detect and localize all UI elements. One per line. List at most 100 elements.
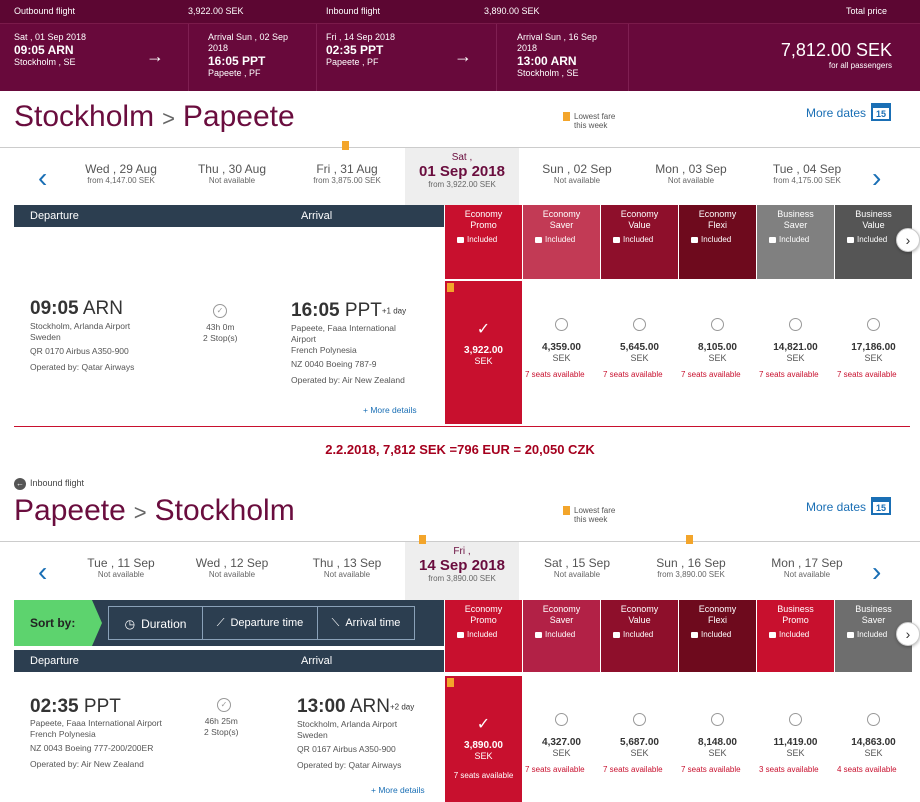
date-option[interactable]: Mon , 03 Sep Not available	[634, 148, 748, 206]
fare-column-header[interactable]: Business Saver Included	[757, 205, 834, 279]
inbound-table-header: Departure Arrival	[14, 650, 444, 672]
next-fares-button[interactable]: ›	[896, 622, 920, 646]
fare-column-header[interactable]: Business Promo Included	[757, 600, 834, 672]
check-icon: ✓	[476, 321, 491, 338]
radio-button[interactable]	[867, 318, 880, 331]
fare-option[interactable]: 5,687.00 SEK	[601, 713, 678, 758]
date-option[interactable]: Wed , 29 Aug from 4,147.00 SEK	[64, 148, 178, 206]
baggage-icon	[769, 631, 776, 638]
fare-column-header[interactable]: Economy Saver Included	[523, 205, 600, 279]
more-dates-link[interactable]: More dates	[806, 106, 867, 120]
seats-available: 7 seats available	[525, 765, 585, 774]
fare-class: Economy	[620, 209, 659, 219]
fare-class: Economy	[464, 209, 503, 219]
fare-option[interactable]: 4,359.00 SEK	[523, 318, 600, 363]
radio-button[interactable]	[711, 713, 724, 726]
fare-option[interactable]: 8,148.00 SEK	[679, 713, 756, 758]
fare-class: Business	[855, 209, 892, 219]
seats-available: 7 seats available	[525, 370, 585, 379]
radio-button[interactable]	[555, 318, 568, 331]
sort-departure-button[interactable]: ⟋ Departure time	[202, 606, 318, 640]
date-option[interactable]: Sun , 16 Sep from 3,890.00 SEK	[634, 535, 748, 600]
fare-type: Promo	[782, 615, 809, 625]
in-selected-fare[interactable]: ✓ 3,890.00 SEK 7 seats available	[445, 676, 522, 802]
fare-currency: SEK	[864, 748, 883, 758]
fare-column-header[interactable]: Economy Promo Included	[445, 205, 522, 279]
arr-country: French Polynesia	[291, 345, 357, 355]
fare-type: Flexi	[707, 615, 727, 625]
fare-option[interactable]: 14,821.00 SEK	[757, 318, 834, 363]
out-arr-date2: 2018	[208, 43, 229, 53]
date-option[interactable]: Thu , 13 Sep Not available	[290, 542, 404, 600]
more-dates-link[interactable]: More dates	[806, 500, 867, 514]
total-price: 7,812.00 SEK for all passengers	[781, 40, 892, 70]
lowest-fare-line1: Lowest fare	[574, 112, 616, 121]
date-option[interactable]: Sat , 01 Sep 2018 from 3,922.00 SEK	[405, 148, 519, 206]
next-dates-chevron-icon[interactable]: ›	[872, 162, 882, 193]
date-option[interactable]: Wed , 12 Sep Not available	[175, 542, 289, 600]
sort-arrival-button[interactable]: ⟍ Arrival time	[317, 606, 415, 640]
fare-type: Value	[628, 615, 651, 625]
date-option[interactable]: Tue , 11 Sep Not available	[64, 542, 178, 600]
route-to: Stockholm	[154, 494, 295, 527]
next-fares-button[interactable]: ›	[896, 228, 920, 252]
fare-option[interactable]: 14,863.00 SEK	[835, 713, 912, 758]
date-option[interactable]: Sun , 02 Sep Not available	[520, 148, 634, 206]
fare-column-header[interactable]: Economy Saver Included	[523, 600, 600, 672]
date-label: Sat , 15 Sep	[543, 556, 611, 570]
calendar-icon[interactable]: 15	[871, 103, 891, 121]
fare-type: Promo	[470, 615, 497, 625]
fare-type: Saver	[783, 220, 808, 230]
fare-currency: SEK	[708, 353, 727, 363]
fare-column-header[interactable]: Economy Value Included	[601, 600, 678, 672]
radio-button[interactable]	[633, 713, 646, 726]
radio-button[interactable]	[789, 318, 802, 331]
radio-button[interactable]	[711, 318, 724, 331]
fare-option[interactable]: 8,105.00 SEK	[679, 318, 756, 363]
included-label: Included	[779, 630, 810, 639]
lowest-fare-flag-icon	[447, 678, 454, 687]
date-option[interactable]: Mon , 17 Sep Not available	[750, 542, 864, 600]
fare-column-header[interactable]: Economy Flexi Included	[679, 205, 756, 279]
radio-button[interactable]	[867, 713, 880, 726]
date-option[interactable]: Fri , 14 Sep 2018 from 3,890.00 SEK	[405, 535, 519, 600]
date-option[interactable]: Tue , 04 Sep from 4,175.00 SEK	[750, 148, 864, 206]
date-label: Wed , 29 Aug	[85, 162, 157, 176]
in-more-details-link[interactable]: + More details	[371, 785, 425, 795]
included-label: Included	[857, 630, 888, 639]
date-label: Mon , 03 Sep	[655, 162, 727, 176]
sort-by-label: Sort by:	[14, 600, 102, 646]
fare-option[interactable]: 4,327.00 SEK	[523, 713, 600, 758]
fare-option[interactable]: 5,645.00 SEK	[601, 318, 678, 363]
radio-button[interactable]	[789, 713, 802, 726]
out-selected-fare[interactable]: ✓ 3,922.00 SEK	[445, 281, 522, 424]
in-dep-time: 02:35 PPT	[326, 43, 384, 57]
radio-button[interactable]	[555, 713, 568, 726]
radio-button[interactable]	[633, 318, 646, 331]
fare-column-header[interactable]: Economy Flexi Included	[679, 600, 756, 672]
fare-option[interactable]: 17,186.00 SEK	[835, 318, 912, 363]
out-more-details-link[interactable]: + More details	[363, 405, 417, 415]
date-option[interactable]: Fri , 31 Aug from 3,875.00 SEK	[290, 141, 404, 206]
calendar-icon[interactable]: 15	[871, 497, 891, 515]
clock-icon: ◷	[124, 617, 136, 631]
prev-dates-chevron-icon[interactable]: ‹	[38, 162, 48, 193]
lowest-fare-flag-icon	[563, 506, 570, 515]
date-option[interactable]: Thu , 30 Aug Not available	[175, 148, 289, 206]
fare-class: Economy	[698, 604, 737, 614]
seats-available: 7 seats available	[603, 370, 663, 379]
fare-column-header[interactable]: Economy Value Included	[601, 205, 678, 279]
prev-dates-chevron-icon[interactable]: ‹	[38, 556, 48, 587]
date-price: Not available	[208, 570, 256, 579]
date-label: 01 Sep 2018	[419, 163, 505, 180]
date-option[interactable]: Sat , 15 Sep Not available	[520, 542, 634, 600]
fare-option[interactable]: 11,419.00 SEK	[757, 713, 834, 758]
next-dates-chevron-icon[interactable]: ›	[872, 556, 882, 587]
in-departure-time: 02:35 PPT	[30, 696, 121, 717]
arr-country: Sweden	[297, 730, 328, 740]
outbound-route-title: Stockholm > Papeete	[14, 100, 295, 133]
date-price: Not available	[553, 570, 601, 579]
fare-class: Business	[777, 604, 814, 614]
fare-column-header[interactable]: Economy Promo Included	[445, 600, 522, 672]
sort-duration-button[interactable]: ◷ Duration	[108, 606, 203, 640]
